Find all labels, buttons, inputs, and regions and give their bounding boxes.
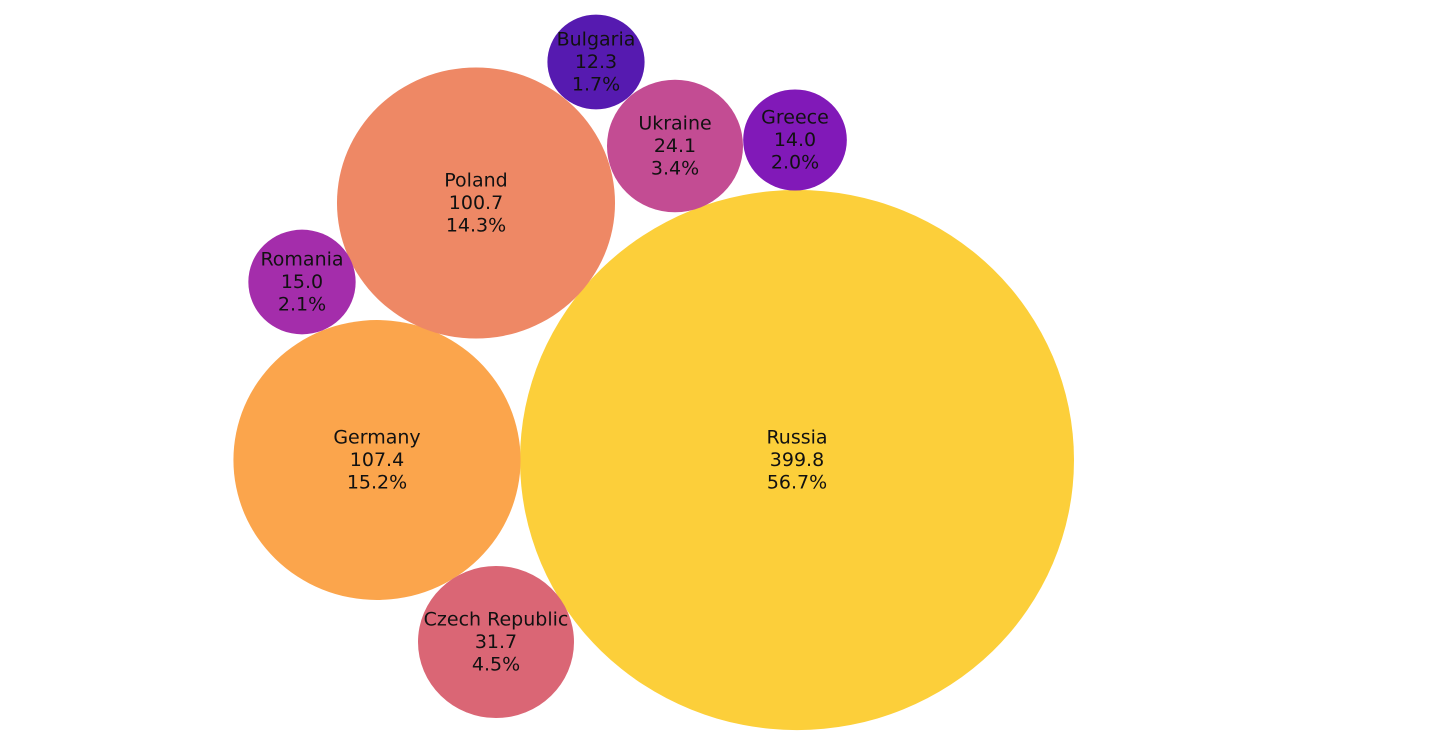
bubble-value-czech-republic: 31.7 <box>475 631 517 653</box>
bubble-percent-bulgaria: 1.7% <box>572 74 620 96</box>
bubble-percent-germany: 15.2% <box>347 472 407 494</box>
bubble-value-bulgaria: 12.3 <box>575 51 617 73</box>
bubble-percent-czech-republic: 4.5% <box>472 654 520 676</box>
bubble-label-russia: Russia <box>766 427 827 449</box>
bubble-percent-poland: 14.3% <box>446 215 506 237</box>
bubble-label-germany: Germany <box>333 427 420 449</box>
bubble-circle-greece <box>743 89 847 191</box>
bubble-label-greece: Greece <box>761 107 829 129</box>
bubble-percent-greece: 2.0% <box>771 152 819 174</box>
bubble-percent-russia: 56.7% <box>767 472 827 494</box>
bubble-percent-romania: 2.1% <box>278 294 326 316</box>
bubble-circle-russia <box>520 189 1074 731</box>
bubble-value-germany: 107.4 <box>350 449 404 471</box>
bubbles-layer: Russia399.856.7%Germany107.415.2%Poland1… <box>233 14 1074 731</box>
bubble-value-poland: 100.7 <box>449 192 503 214</box>
bubble-value-romania: 15.0 <box>281 271 323 293</box>
bubble-percent-ukraine: 3.4% <box>651 158 699 180</box>
bubble-label-czech-republic: Czech Republic <box>424 609 569 631</box>
bubble-label-bulgaria: Bulgaria <box>557 29 636 51</box>
bubble-label-romania: Romania <box>260 249 343 271</box>
bubble-circle-poland <box>336 67 616 339</box>
bubble-value-ukraine: 24.1 <box>654 135 696 157</box>
bubble-circle-romania <box>248 229 356 335</box>
bubble-circle-czech-republic <box>418 565 574 719</box>
bubble-label-ukraine: Ukraine <box>638 113 711 135</box>
bubble-value-russia: 399.8 <box>770 449 824 471</box>
bubble-circle-ukraine <box>606 79 744 213</box>
bubble-value-greece: 14.0 <box>774 129 816 151</box>
bubble-circle-germany <box>233 320 521 600</box>
bubble-label-poland: Poland <box>444 170 507 192</box>
bubble-circle-bulgaria <box>547 14 645 110</box>
